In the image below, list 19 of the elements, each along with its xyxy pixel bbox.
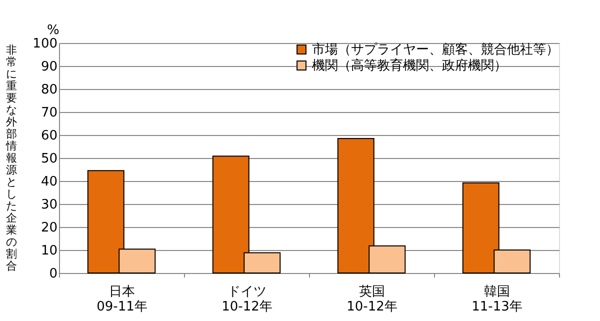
y-tick-label: 90 bbox=[40, 60, 58, 74]
y-tick-label: 0 bbox=[49, 266, 58, 282]
x-tick-label: 韓国 11-13年 bbox=[472, 284, 522, 314]
y-tick-label: 50 bbox=[40, 152, 58, 166]
legend-label: 機関（高等教育機関、政府機関） bbox=[312, 58, 507, 74]
y-tick-label: 30 bbox=[40, 198, 58, 212]
legend-label: 市場（サプライヤー、顧客、競合他社等） bbox=[312, 42, 559, 58]
y-tick-label: 40 bbox=[40, 174, 58, 190]
y-tick-label: 80 bbox=[40, 82, 58, 98]
x-tick-label: ドイツ 10-12年 bbox=[222, 284, 272, 314]
y-tick-label: 70 bbox=[40, 106, 58, 120]
x-tick-label: 英国 10-12年 bbox=[346, 284, 398, 314]
text: % bbox=[47, 23, 60, 38]
y-tick-label: 20 bbox=[40, 220, 58, 236]
y-tick-label: 10 bbox=[40, 244, 58, 258]
y-tick-label: 60 bbox=[40, 128, 58, 144]
y-tick-label: 100 bbox=[32, 36, 58, 52]
text: 非常に重要な外部情報源とした企業の割合 bbox=[6, 44, 17, 272]
x-tick-label: 日本 09-11年 bbox=[96, 284, 148, 314]
